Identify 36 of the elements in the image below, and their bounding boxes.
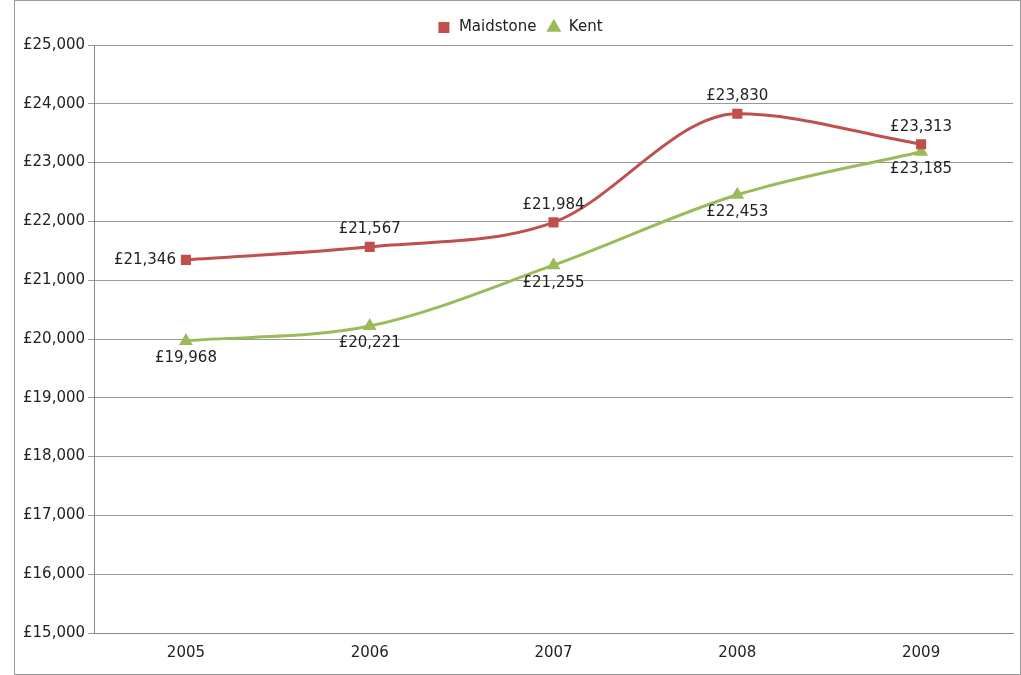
x-tick-label: 2007 [534, 642, 573, 661]
x-tick-label: 2006 [350, 642, 389, 661]
x-tick-label: 2005 [166, 642, 206, 661]
y-tick-label: £23,000 [23, 152, 86, 171]
y-tick-label: £18,000 [23, 446, 86, 465]
data-label: £19,968 [154, 348, 217, 367]
y-tick-label: £17,000 [23, 505, 86, 524]
point [180, 334, 192, 345]
point [732, 108, 743, 119]
data-label: £21,255 [522, 272, 585, 291]
point [916, 139, 927, 150]
point [364, 241, 375, 252]
y-tick-label: £24,000 [23, 93, 86, 112]
data-label: £23,185 [890, 159, 953, 178]
data-label: £22,453 [706, 202, 769, 221]
x-tick-label: 2008 [718, 642, 757, 661]
point [547, 258, 560, 270]
legend-label: Maidstone [458, 17, 537, 36]
data-label: £21,984 [522, 194, 585, 213]
point [548, 217, 559, 228]
point [363, 319, 376, 331]
y-tick-label: £19,000 [23, 387, 86, 406]
data-label: £23,830 [706, 86, 769, 105]
y-tick-label: £20,000 [23, 328, 86, 347]
data-label: £23,313 [890, 116, 953, 135]
y-tick-label: £25,000 [23, 34, 86, 53]
data-label: £21,567 [338, 219, 401, 238]
point [180, 254, 191, 265]
x-tick-label: 2009 [902, 642, 941, 661]
data-label: £21,346 [113, 249, 176, 268]
y-tick-label: £15,000 [23, 622, 86, 641]
legend-label: Kent [568, 17, 603, 36]
y-tick-label: £22,000 [23, 211, 86, 230]
data-label: £20,221 [338, 333, 401, 352]
y-tick-label: £16,000 [23, 564, 86, 583]
y-tick-label: £21,000 [23, 270, 86, 289]
